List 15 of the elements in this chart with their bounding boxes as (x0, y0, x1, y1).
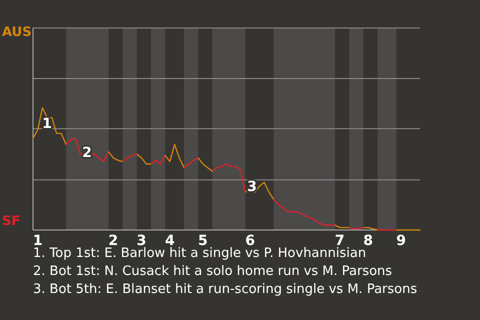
x-tick-label: 7 (334, 233, 345, 249)
text: 3. Bot 5th: E. Blanset hit a run-scoring single vs M. Parsons (33, 282, 418, 297)
x-tick-label: 6 (245, 233, 255, 249)
x-tick-label: 8 (363, 233, 373, 249)
text: SF (2, 214, 20, 229)
x-tick-label: 5 (198, 233, 208, 249)
x-tick-label: 2 (108, 233, 118, 249)
x-tick-label: 1 (32, 233, 43, 249)
text: 2. Bot 1st: N. Cusack hit a solo home run vs M. Parsons (33, 264, 392, 279)
x-tick-label: 3 (136, 233, 146, 249)
annotation: 1 (42, 116, 52, 132)
x-tick-label: 9 (396, 233, 406, 249)
text: AUS (2, 25, 32, 40)
x-tick-label: 4 (164, 233, 175, 249)
text: 1. Top 1st: E. Barlow hit a single vs P. Hovhannisian (33, 246, 366, 261)
